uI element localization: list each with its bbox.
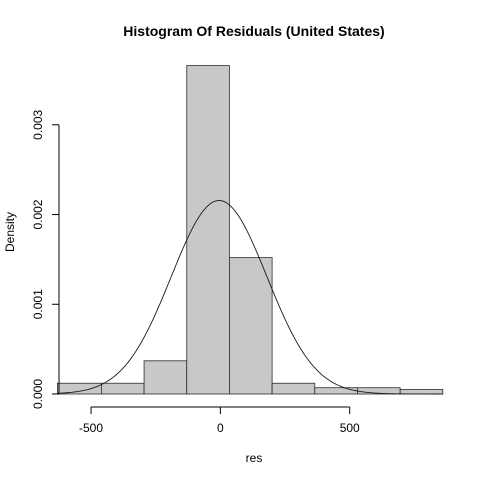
x-axis-label: res [246,451,263,465]
y-tick-label-1: 0.001 [31,289,45,319]
x-tick-label-0: -500 [79,421,103,435]
histogram-bar-2 [143,360,188,395]
y-axis-label: Density [3,212,17,252]
y-tick-label-2: 0.002 [31,199,45,229]
histogram-bar-6 [314,387,358,395]
histogram-bar-0 [57,382,102,395]
y-tick-label-0: 0.000 [31,379,45,409]
y-axis: 0.000 0.001 0.002 0.003 [31,109,60,409]
x-axis: -500 0 500 [79,406,360,435]
histogram-bar-5 [271,382,316,395]
chart-title: Histogram Of Residuals (United States) [123,23,384,39]
bars-layer [57,65,444,395]
curve-layer [57,200,443,395]
histogram-bar-8 [399,389,444,395]
x-tick-label-2: 500 [340,421,360,435]
y-tick-label-3: 0.003 [31,109,45,139]
histogram-bar-3 [186,65,230,395]
histogram-bar-4 [229,257,273,395]
histogram-bar-1 [100,382,145,395]
density-curve [57,200,443,395]
x-tick-label-1: 0 [217,421,224,435]
